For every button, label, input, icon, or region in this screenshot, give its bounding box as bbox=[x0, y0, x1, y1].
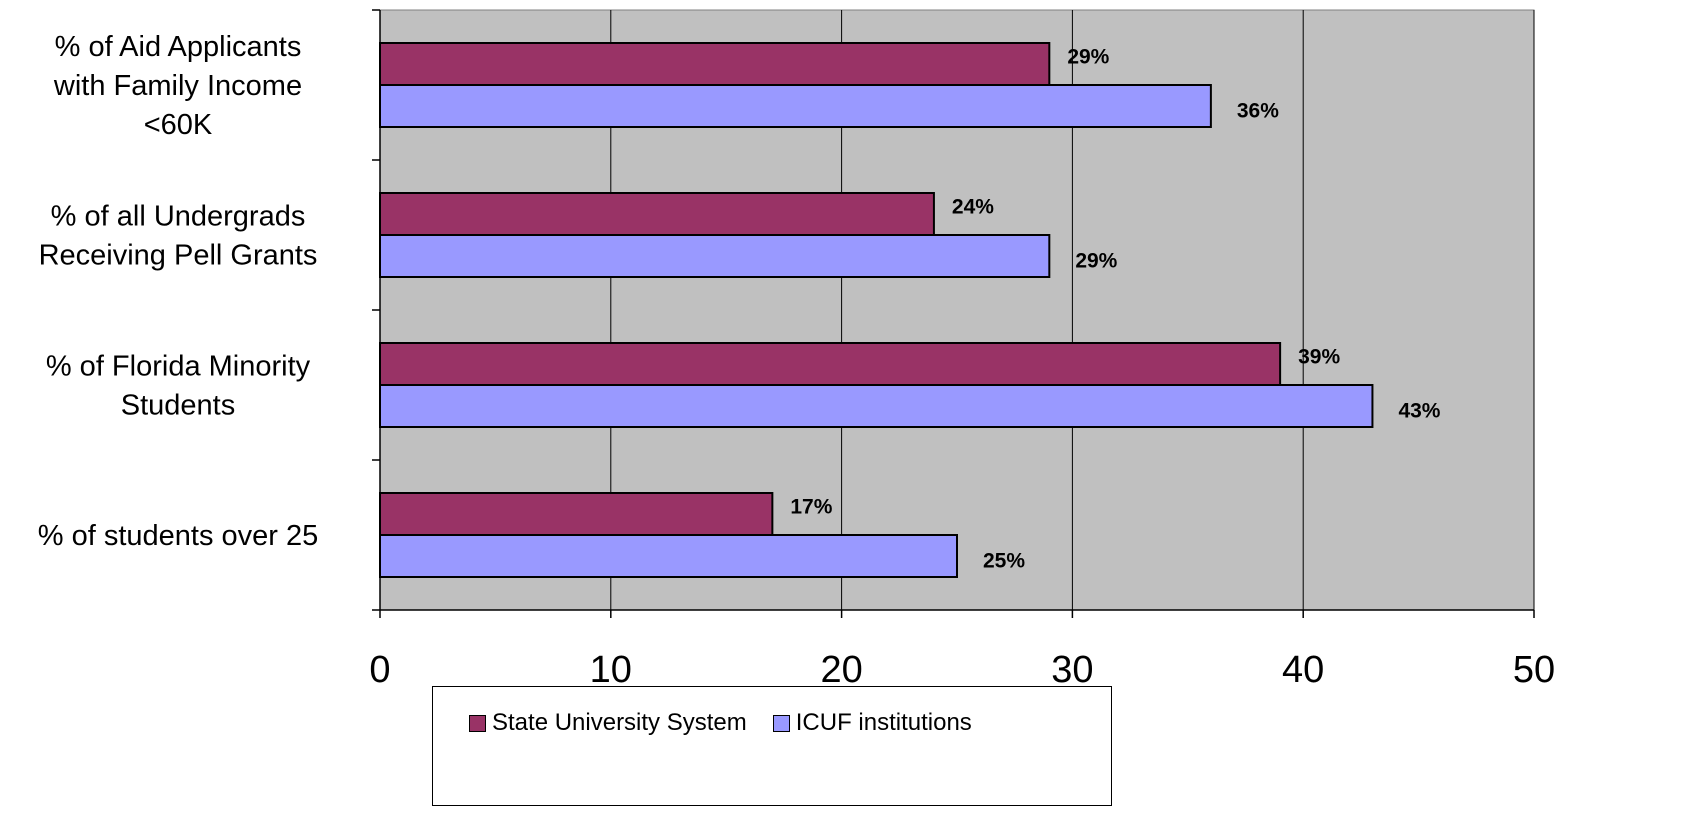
x-tick-label-0: 0 bbox=[369, 649, 390, 691]
category-label-1: % of Aid Applicants with Family Income <60… bbox=[53, 31, 302, 141]
category-label-2: % of all Undergrads Receiving Pell Grants bbox=[39, 201, 318, 272]
bar-series-1-category-4 bbox=[379, 492, 774, 536]
data-label-series-1-category-3: 39% bbox=[1298, 346, 1340, 369]
category-label-4: % of students over 25 bbox=[38, 520, 319, 552]
legend-item-series-2: ICUF institutions bbox=[772, 709, 972, 737]
data-label-series-2-category-3: 43% bbox=[1398, 400, 1440, 423]
category-label-line: % of students over 25 bbox=[38, 520, 319, 552]
bar-series-1-category-3 bbox=[379, 342, 1282, 386]
x-tick-label-40: 40 bbox=[1282, 649, 1324, 691]
bar-series-2-category-1 bbox=[379, 84, 1212, 128]
x-tick-label-30: 30 bbox=[1051, 649, 1093, 691]
bar-series-2-category-4 bbox=[379, 534, 958, 578]
legend-item-series-1: State University System bbox=[469, 709, 747, 737]
data-label-series-2-category-1: 36% bbox=[1237, 100, 1279, 123]
category-label-line: % of Florida Minority bbox=[46, 351, 311, 383]
legend-label-series-2: ICUF institutions bbox=[795, 709, 972, 736]
bar-series-2-category-2 bbox=[379, 234, 1051, 278]
category-label-3: % of Florida Minority Students bbox=[46, 351, 311, 422]
legend-swatch-series-2 bbox=[772, 714, 790, 732]
data-label-series-2-category-2: 29% bbox=[1075, 250, 1117, 273]
x-tick-label-50: 50 bbox=[1513, 649, 1555, 691]
data-label-series-1-category-4: 17% bbox=[790, 496, 832, 519]
x-tick-label-20: 20 bbox=[820, 649, 862, 691]
data-label-series-2-category-4: 25% bbox=[983, 550, 1025, 573]
category-label-line: Receiving Pell Grants bbox=[39, 240, 318, 272]
category-label-line: with Family Income bbox=[53, 70, 302, 102]
category-label-line: <60K bbox=[144, 109, 213, 141]
data-label-series-1-category-1: 29% bbox=[1067, 46, 1109, 69]
legend-swatch-series-1 bbox=[469, 714, 486, 732]
chart-legend: State University System ICUF institution… bbox=[432, 686, 1112, 806]
data-label-series-1-category-2: 24% bbox=[952, 196, 994, 219]
bar-series-1-category-2 bbox=[379, 192, 935, 236]
legend-label-series-1: State University System bbox=[492, 709, 747, 736]
bar-series-1-category-1 bbox=[379, 42, 1051, 86]
category-label-line: % of all Undergrads bbox=[51, 201, 306, 233]
category-label-line: Students bbox=[121, 390, 235, 422]
bar-series-2-category-3 bbox=[379, 384, 1374, 428]
x-tick-label-10: 10 bbox=[590, 649, 632, 691]
category-label-line: % of Aid Applicants bbox=[55, 31, 302, 63]
